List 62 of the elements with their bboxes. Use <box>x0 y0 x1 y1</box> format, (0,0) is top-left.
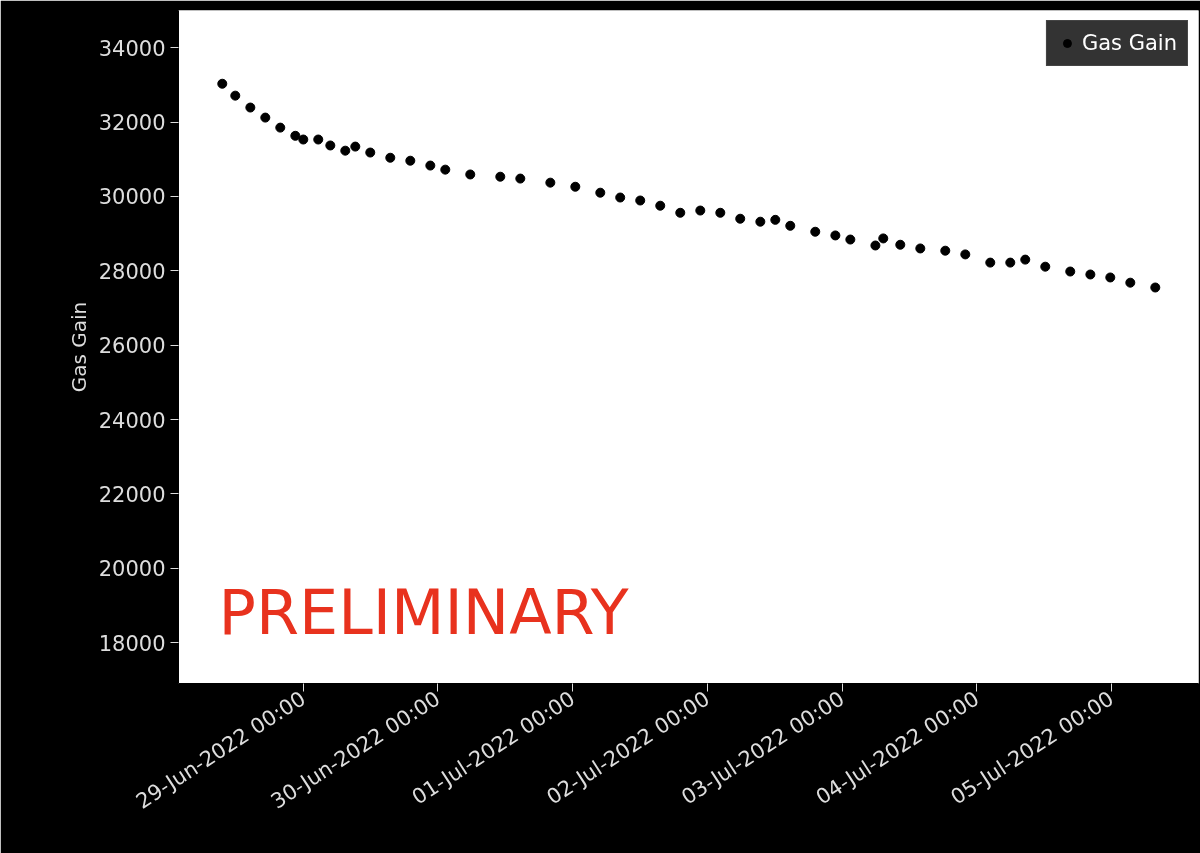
point <box>810 226 821 237</box>
y-tick-label: 30000 <box>98 185 166 210</box>
annotation: PRELIMINARY <box>218 575 629 649</box>
y-tick-label: 20000 <box>98 557 166 582</box>
point <box>1065 266 1076 277</box>
point <box>385 152 396 163</box>
point <box>1125 277 1136 288</box>
point <box>845 234 856 245</box>
point <box>290 130 301 141</box>
point <box>655 200 666 211</box>
y-tick-label: 24000 <box>98 408 166 433</box>
point <box>440 164 451 175</box>
point <box>313 134 324 145</box>
point <box>350 141 361 152</box>
point <box>245 102 256 113</box>
point <box>785 220 796 231</box>
point <box>230 90 241 101</box>
point <box>1105 272 1116 283</box>
point <box>755 216 766 227</box>
point <box>675 207 686 218</box>
point <box>770 214 781 225</box>
point <box>298 134 309 145</box>
point <box>830 230 841 241</box>
y-tick-label: 18000 <box>98 631 166 656</box>
y-tick-label: 28000 <box>98 259 166 284</box>
point <box>915 243 926 254</box>
point <box>1085 269 1096 280</box>
y-tick-label: 26000 <box>98 334 166 359</box>
y-tick-label: 34000 <box>98 36 166 61</box>
point <box>275 122 286 133</box>
point <box>1150 282 1161 293</box>
point <box>895 239 906 250</box>
y-axis-title: Gas Gain <box>66 301 91 393</box>
point <box>1020 254 1031 265</box>
point <box>340 145 351 156</box>
point <box>715 207 726 218</box>
point <box>735 213 746 224</box>
point <box>515 173 526 184</box>
point <box>870 240 881 251</box>
point <box>960 249 971 260</box>
point <box>405 155 416 166</box>
point <box>325 140 336 151</box>
point <box>425 160 436 171</box>
point <box>940 245 951 256</box>
point <box>615 192 626 203</box>
point <box>365 147 376 158</box>
point <box>465 169 476 180</box>
point <box>1040 261 1051 272</box>
point <box>635 195 646 206</box>
point <box>985 257 996 268</box>
point <box>495 171 506 182</box>
point <box>217 78 228 89</box>
point <box>695 205 706 216</box>
legend-label: Gas Gain <box>1081 31 1177 55</box>
y-tick-label: 32000 <box>98 111 166 136</box>
point <box>595 187 606 198</box>
point <box>260 112 271 123</box>
point <box>878 233 889 244</box>
point <box>1005 257 1016 268</box>
y-tick-label: 22000 <box>98 482 166 507</box>
point <box>570 181 581 192</box>
point <box>545 177 556 188</box>
